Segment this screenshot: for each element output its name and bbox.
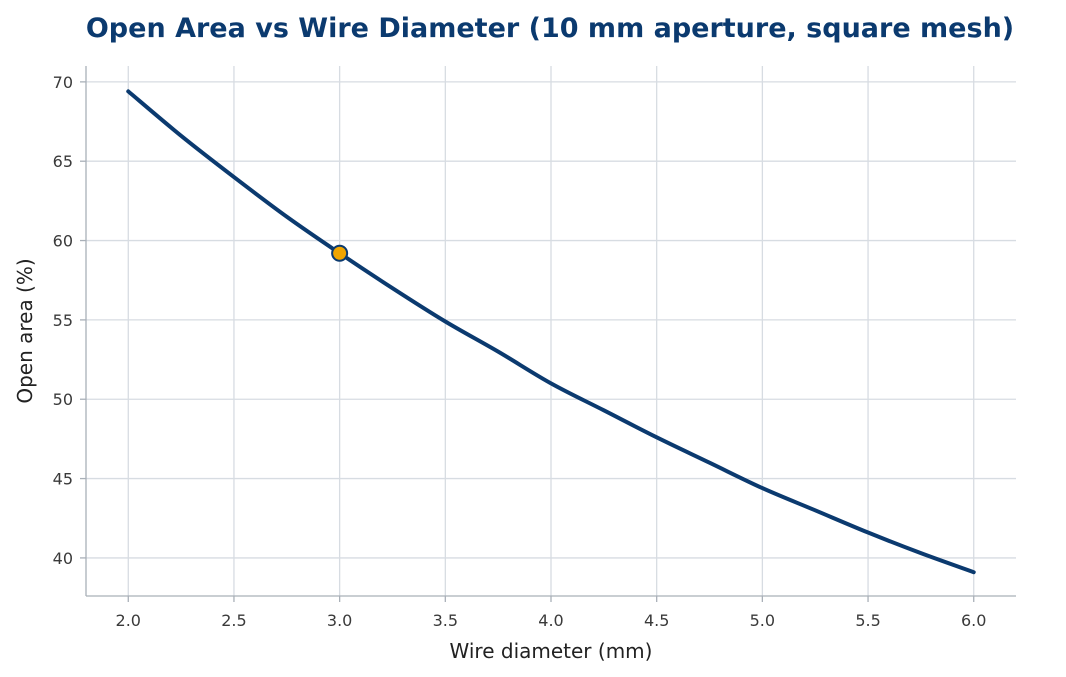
grid (86, 66, 1016, 596)
highlight (331, 244, 349, 262)
y-tick-label: 70 (53, 73, 73, 92)
x-axis-label: Wire diameter (mm) (450, 639, 653, 663)
chart-title: Open Area vs Wire Diameter (10 mm apertu… (86, 13, 1014, 44)
series-line (126, 89, 976, 575)
y-tick-label: 50 (53, 390, 73, 409)
x-tick-label: 6.0 (961, 611, 986, 630)
x-tick-label: 4.0 (538, 611, 563, 630)
y-tick-label: 45 (53, 470, 73, 489)
y-tick-label: 60 (53, 232, 73, 251)
x-tick-label: 3.5 (433, 611, 458, 630)
y-tick-label: 40 (53, 549, 73, 568)
ticks: 2.0 2.5 3.0 3.5 4.0 4.5 5.0 5.5 6.0 40 45 50 55 60 65 7… (53, 73, 987, 630)
x-tick-label: 2.0 (116, 611, 141, 630)
x-tick-label: 5.0 (750, 611, 775, 630)
y-tick-label: 55 (53, 311, 73, 330)
series (126, 89, 976, 575)
x-tick-label: 3.0 (327, 611, 352, 630)
y-axis-label: Open area (%) (13, 258, 37, 403)
y-tick-label: 65 (53, 152, 73, 171)
x-tick-label: 2.5 (221, 611, 246, 630)
highlight-point (331, 244, 349, 262)
x-tick-label: 4.5 (644, 611, 669, 630)
x-tick-label: 5.5 (855, 611, 880, 630)
